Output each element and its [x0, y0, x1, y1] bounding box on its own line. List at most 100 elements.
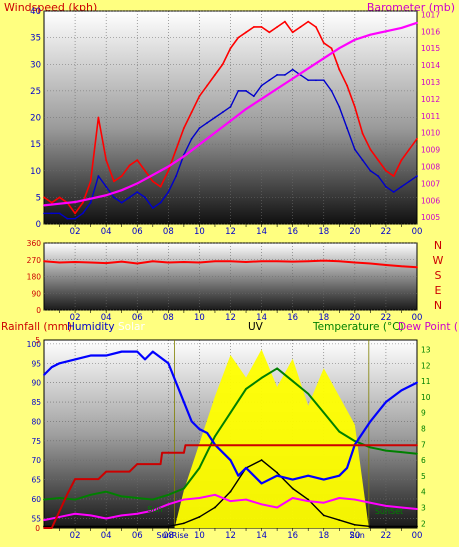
rainfall-line-point [74, 478, 76, 481]
wind-average-line-point [252, 95, 255, 98]
wind-average-line-point [58, 212, 61, 215]
y-tick-label: 80 [31, 417, 41, 426]
barometer-line-point [322, 57, 325, 60]
uv-line-point [43, 525, 45, 528]
x-tick-label: 18 [318, 227, 329, 237]
dew-point-line-point [167, 503, 170, 506]
temperature-line-point [322, 411, 325, 414]
barometer-line-point [353, 38, 356, 41]
x-tick-label: 22 [381, 313, 392, 323]
humidity-line-point [144, 358, 146, 361]
uv-line-point [322, 514, 325, 517]
wind-direction-line-point [74, 261, 76, 263]
rainfall-line-point [66, 493, 69, 496]
humidity-line-point [120, 350, 123, 353]
temperature-line-point [214, 435, 216, 438]
uv-line-point [338, 519, 341, 522]
wind-gust-line-point [151, 180, 154, 183]
wind-direction-line-point [400, 265, 403, 268]
wind-gust-line-point [190, 111, 193, 114]
x-tick-label: 00 [412, 313, 423, 323]
humidity-line-point [346, 467, 348, 469]
humidity-line-point [198, 428, 201, 431]
wind-direction-line-point [369, 262, 372, 265]
barometer-line-point [43, 204, 45, 207]
wind-direction-line-point [214, 260, 216, 263]
wind-gust-line-point [81, 201, 84, 204]
wind-gust-line-point [315, 26, 317, 28]
barometer-line-point [151, 174, 154, 176]
dew-point-line-point [276, 506, 279, 509]
wind-gust-line-point [283, 20, 286, 23]
wind-average-line-point [81, 212, 84, 215]
barometer-line-point [400, 27, 403, 29]
y-tick-label: 270 [27, 256, 42, 265]
y-right-tick-label: 5 [421, 472, 426, 481]
wind-direction-line-point [151, 260, 154, 263]
y-right-tick-label: 1011 [421, 112, 440, 121]
uv-line-point [307, 498, 310, 501]
rainfall-line-point [128, 470, 131, 473]
x-tick-label: 02 [70, 531, 81, 541]
temperature-line-point [229, 411, 232, 414]
wind-gust-line-point [307, 20, 310, 23]
x-tick-label: 12 [225, 313, 236, 323]
wind-average-line-point [89, 201, 92, 204]
x-tick-label: 08 [163, 313, 174, 323]
wind-gust-line-point [221, 63, 224, 66]
barometer-line-point [276, 87, 279, 90]
uv-line-point [416, 525, 418, 528]
wind-average-line-point [43, 212, 45, 215]
rainfall-line-point [43, 527, 45, 529]
wind-direction-line-point [182, 261, 185, 263]
wind-direction-line-point [353, 261, 356, 264]
humidity-line-point [151, 350, 154, 353]
wind-gust-line-point [144, 169, 146, 172]
dew-point-line-point [245, 498, 247, 501]
temperature-line-point [89, 493, 92, 496]
wind-average-line-point [198, 127, 201, 130]
y-right-tick-label: 11 [421, 377, 431, 386]
rainfall-line-point [416, 444, 418, 447]
x-tick-label: 02 [70, 313, 81, 323]
temperature-line-point [291, 380, 294, 382]
wind-average-line-point [144, 196, 146, 199]
y-right-tick-label: 6 [421, 456, 426, 465]
barometer-line-point [385, 30, 387, 33]
compass-label: E [435, 284, 442, 297]
barometer-line-point [229, 119, 232, 122]
dew-point-line-point [291, 497, 294, 499]
wind-average-line-point [268, 79, 271, 82]
barometer-line-point [120, 189, 123, 192]
dew-point-line-point [198, 497, 201, 499]
weather-chart: 02 04 06 08 10 12 14 16 18 20 22 005560657075808590… [27, 336, 431, 541]
compass-label: N [434, 239, 442, 252]
y-right-tick-label: 4 [421, 488, 426, 497]
x-tick-label: 08 [163, 531, 174, 541]
y-right-tick-label: 1010 [421, 129, 440, 138]
barometer-line-point [136, 182, 139, 185]
y-right-tick-label: 7 [421, 440, 426, 449]
temperature-line-point [260, 377, 263, 379]
wind-gust-line-point [338, 68, 341, 71]
wind-average-line-point [369, 169, 372, 172]
humidity-line-point [385, 401, 387, 403]
barometer-line-point [245, 108, 247, 110]
wind-gust-line-point [89, 180, 92, 183]
wind-gust-line-point [260, 26, 263, 28]
y-tick-label: 10 [30, 167, 41, 177]
rain-tick-label: 5 [35, 336, 40, 345]
y-tick-label: 100 [27, 340, 42, 349]
x-tick-label: 00 [412, 227, 423, 237]
wind-gust-line-point [167, 169, 170, 172]
temperature-line-point [182, 487, 185, 490]
compass-label: N [434, 299, 442, 312]
wind-gust-line-point [206, 84, 209, 87]
wind-average-line-point [307, 79, 310, 82]
temperature-line-point [43, 498, 45, 501]
humidity-line-point [307, 474, 310, 477]
wind-gust-line-point [276, 26, 279, 28]
temperature-line-point [276, 367, 279, 370]
sun-left-label: Sun [147, 505, 162, 514]
